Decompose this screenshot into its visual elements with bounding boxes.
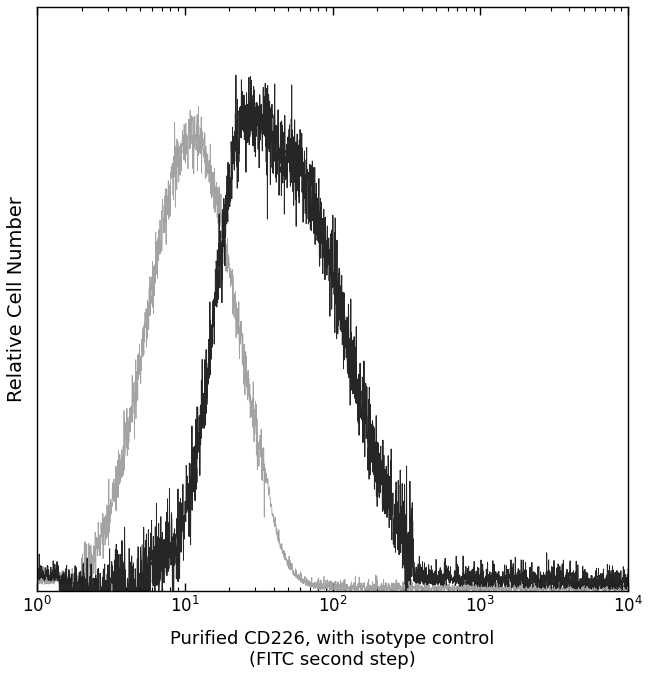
X-axis label: Purified CD226, with isotype control
(FITC second step): Purified CD226, with isotype control (FI… — [170, 630, 495, 669]
Y-axis label: Relative Cell Number: Relative Cell Number — [7, 196, 26, 402]
